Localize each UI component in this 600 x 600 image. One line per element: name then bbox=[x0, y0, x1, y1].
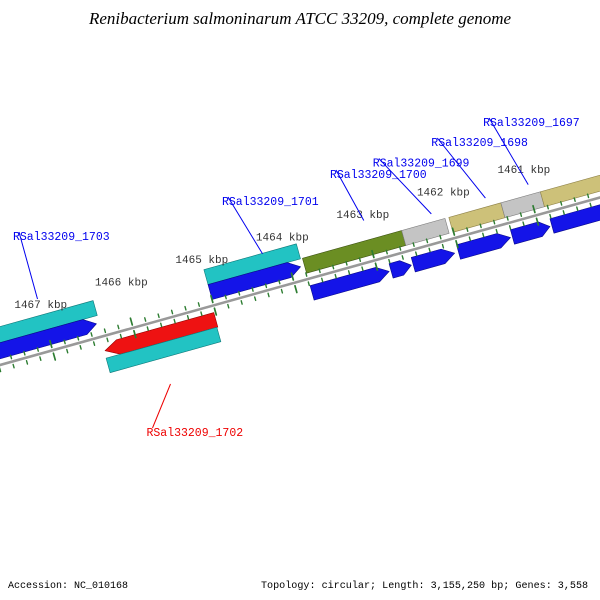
svg-text:1466 kbp: 1466 kbp bbox=[95, 277, 148, 289]
svg-text:1465 kbp: 1465 kbp bbox=[175, 255, 228, 267]
svg-text:1467 kbp: 1467 kbp bbox=[14, 300, 67, 312]
svg-text:RSal33209_1697: RSal33209_1697 bbox=[483, 117, 580, 130]
svg-text:1464 kbp: 1464 kbp bbox=[256, 232, 309, 244]
svg-text:RSal33209_1700: RSal33209_1700 bbox=[330, 169, 427, 182]
svg-text:RSal33209_1702: RSal33209_1702 bbox=[147, 427, 244, 440]
svg-text:1462 kbp: 1462 kbp bbox=[417, 188, 470, 200]
svg-text:RSal33209_1703: RSal33209_1703 bbox=[13, 231, 110, 244]
svg-text:1461 kbp: 1461 kbp bbox=[497, 165, 550, 177]
svg-text:1463 kbp: 1463 kbp bbox=[336, 210, 389, 222]
svg-text:RSal33209_1698: RSal33209_1698 bbox=[431, 137, 528, 150]
svg-text:RSal33209_1701: RSal33209_1701 bbox=[222, 196, 319, 209]
